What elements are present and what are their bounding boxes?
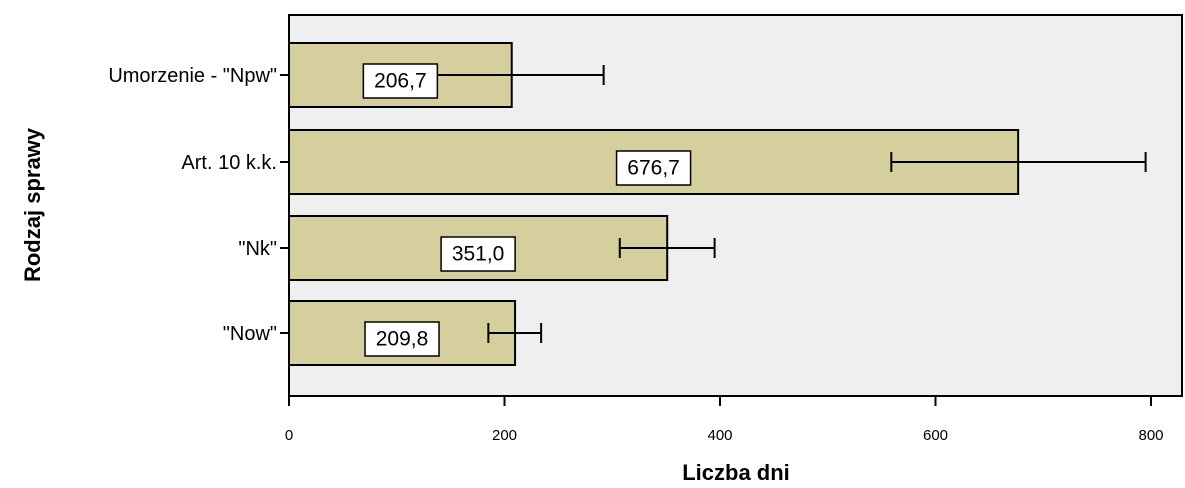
- category-label: "Nk": [238, 238, 277, 260]
- category-label: Art. 10 k.k.: [181, 152, 277, 174]
- data-label-box: [615, 150, 692, 186]
- error-bar: [890, 152, 1147, 172]
- data-label-box: [440, 236, 516, 272]
- value-axis: 0 200 400 600 800: [285, 396, 1164, 444]
- x-axis-title: Liczba dni: [682, 460, 790, 485]
- category-label: Umorzenie - "Npw": [108, 65, 277, 87]
- y-axis-title: Rodzaj sprawy: [20, 127, 45, 282]
- data-label: 209,8: [376, 328, 429, 351]
- category-axis: Umorzenie - "Npw" Art. 10 k.k. "Nk" "Now": [108, 65, 289, 345]
- data-label: 676,7: [627, 157, 680, 180]
- data-label-box: [362, 63, 439, 99]
- x-tick-label: 200: [492, 427, 517, 444]
- bars-layer: 206,7 676,7 351,0 209,8: [288, 42, 1147, 366]
- error-bar: [618, 238, 716, 258]
- error-bar: [487, 323, 543, 343]
- data-label: 206,7: [374, 70, 427, 93]
- x-tick-label: 800: [1138, 427, 1163, 444]
- data-label-box: [364, 321, 440, 357]
- x-tick-label: 0: [285, 427, 293, 444]
- category-label: "Now": [223, 323, 277, 345]
- data-label: 351,0: [452, 243, 505, 266]
- x-tick-label: 600: [923, 427, 948, 444]
- x-tick-label: 400: [707, 427, 732, 444]
